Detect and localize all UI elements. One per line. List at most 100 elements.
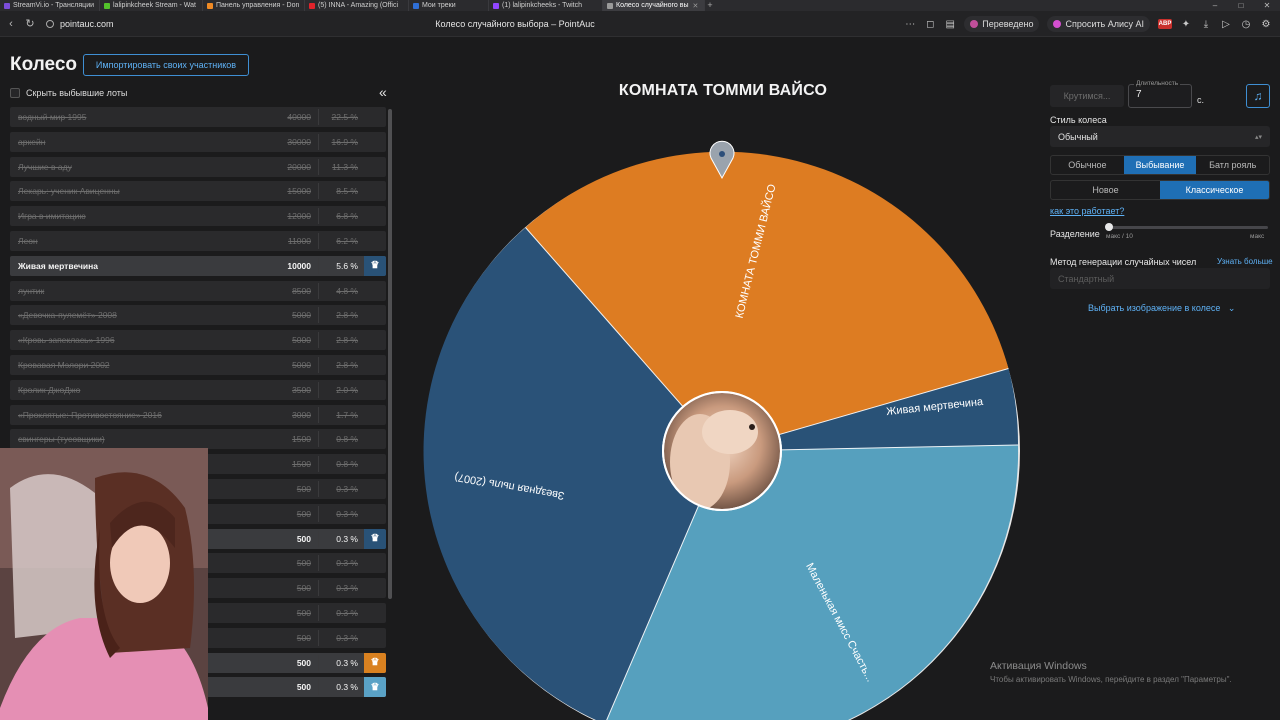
alice-icon: [1053, 20, 1062, 28]
lot-amount: 500: [296, 533, 311, 544]
mode-option[interactable]: Обычное: [1068, 160, 1107, 170]
back-icon[interactable]: ‹: [9, 17, 13, 30]
site-info-icon[interactable]: [46, 19, 54, 28]
lot-row[interactable]: Кровавая Мэлори 2002 5000 2.8 %: [10, 354, 386, 375]
wheel-style-select[interactable]: Обычный ▴▾: [1050, 126, 1270, 147]
music-icon[interactable]: ♫: [1246, 84, 1270, 108]
lot-percent: 0.3 %: [336, 508, 358, 519]
split-slider[interactable]: [1106, 226, 1268, 229]
tab-favicon-icon: [207, 2, 213, 9]
lot-divider: [318, 679, 319, 696]
browser-tab[interactable]: Мои треки: [409, 0, 489, 11]
download-icon[interactable]: ⤓: [1203, 18, 1209, 30]
mode-option[interactable]: Выбывание: [1123, 156, 1197, 174]
hide-eliminated-label: Скрыть выбывшие лоты: [26, 88, 128, 98]
lot-amount: 500: [296, 508, 311, 519]
lot-name: Кровавая Мэлори 2002: [18, 359, 110, 370]
media-icon[interactable]: ▷: [1222, 18, 1230, 30]
lot-row[interactable]: Игра в имитацию 12000 6.8 %: [10, 206, 386, 227]
lot-percent: 2.8 %: [336, 359, 358, 370]
translated-badge[interactable]: Переведено: [964, 16, 1040, 32]
wheel[interactable]: КОМНАТА ТОММИ ВАЙСО Живая мертвечина Мал…: [400, 102, 1040, 720]
browser-tab[interactable]: Панель управления - Don: [203, 0, 305, 11]
lot-row[interactable]: Кролик ДжоДжо 3500 2.0 %: [10, 379, 386, 400]
collapse-panel-icon[interactable]: «: [379, 84, 387, 100]
lot-amount: 1500: [292, 459, 311, 470]
close-window-icon[interactable]: ✕: [1263, 1, 1271, 10]
lot-percent: 4.8 %: [336, 285, 358, 296]
history-icon[interactable]: ◷: [1241, 18, 1251, 30]
browser-tab[interactable]: Колесо случайного вы ✕: [603, 0, 705, 11]
settings-icon[interactable]: ⚙: [1261, 18, 1271, 30]
lot-row[interactable]: аркейн 30000 16.9 %: [10, 131, 386, 152]
wheel-style-value: Обычный: [1058, 131, 1098, 142]
lot-percent: 0.3 %: [336, 657, 358, 668]
lot-divider: [318, 505, 319, 522]
browser-tab[interactable]: lalipinkcheek Stream - Wat: [100, 0, 203, 11]
lot-row[interactable]: «Девочка-пулемёт» 2008 5000 2.8 %: [10, 305, 386, 326]
lot-amount: 5000: [292, 335, 311, 346]
hide-eliminated-toggle[interactable]: Скрыть выбывшие лоты: [10, 88, 127, 98]
winner-crown-icon[interactable]: ♛: [364, 652, 386, 673]
split-slider-handle[interactable]: [1105, 223, 1113, 231]
translated-label: Переведено: [982, 19, 1034, 29]
lot-divider: [318, 381, 319, 398]
lot-row[interactable]: Живая мертвечина 10000 5.6 % ♛: [10, 255, 386, 276]
url-text: pointauc.com: [60, 18, 114, 29]
lot-percent: 2.0 %: [336, 384, 358, 395]
mode-option[interactable]: Батл рояль: [1209, 160, 1257, 170]
ask-alice-button[interactable]: Спросить Алису AI: [1047, 16, 1150, 32]
winner-crown-icon[interactable]: ♛: [364, 677, 386, 698]
lot-row[interactable]: лунтик 8500 4.8 %: [10, 280, 386, 301]
rng-learn-more-link[interactable]: Узнать больше: [1217, 257, 1273, 266]
extensions-icon[interactable]: ✦: [1181, 18, 1191, 30]
browser-tab[interactable]: (1) lalipinkcheeks - Twitch: [489, 0, 603, 11]
lot-amount: 11000: [287, 235, 311, 246]
lot-divider: [318, 406, 319, 423]
lot-row[interactable]: Лучшие в аду 20000 11.3 %: [10, 156, 386, 177]
lot-row[interactable]: «Кровь запеклась» 1996 5000 2.8 %: [10, 330, 386, 351]
browser-tab[interactable]: (5) INNA - Amazing (Offici: [305, 0, 409, 11]
wheel-segment-tommy: [525, 151, 1009, 452]
lot-row[interactable]: свингеры (тусовщики) 1500 0.8 %: [10, 429, 386, 450]
hide-eliminated-checkbox[interactable]: [10, 88, 20, 98]
tab-label: (5) INNA - Amazing (Offici: [318, 2, 399, 9]
browser-tab-strip: StreamVi.io - Трансляции lalipinkcheek St…: [0, 0, 1280, 11]
variant-option[interactable]: Классическое: [1160, 181, 1269, 199]
adblock-icon[interactable]: ABP: [1158, 19, 1172, 29]
lot-row[interactable]: Леон 11000 6.2 %: [10, 230, 386, 251]
maximize-icon[interactable]: □: [1238, 1, 1244, 10]
reader-icon[interactable]: ▤: [945, 18, 955, 30]
lot-percent: 8.5 %: [336, 186, 358, 197]
browser-tab[interactable]: StreamVi.io - Трансляции: [0, 0, 100, 11]
winner-crown-icon[interactable]: ♛: [364, 528, 386, 549]
url-field[interactable]: pointauc.com: [46, 19, 114, 29]
lot-divider: [318, 629, 319, 646]
import-participants-button[interactable]: Импортировать своих участников: [83, 54, 249, 76]
minimize-icon[interactable]: –: [1212, 1, 1218, 10]
lot-amount: 20000: [287, 161, 311, 172]
lots-scrollbar[interactable]: [388, 109, 392, 599]
how-it-works-link[interactable]: как это работает?: [1050, 206, 1125, 216]
lot-amount: 500: [296, 682, 311, 693]
lot-row[interactable]: «Проклятые: Противостояние» 2016 3000 1.7 …: [10, 404, 386, 425]
reload-icon[interactable]: ↻: [25, 18, 35, 30]
spin-button[interactable]: Крутимся...: [1050, 85, 1124, 107]
lot-divider: [318, 530, 319, 547]
tab-close-icon[interactable]: ✕: [692, 2, 699, 10]
bookmark-icon[interactable]: ◻: [926, 18, 935, 30]
new-tab-icon[interactable]: +: [707, 0, 713, 10]
lot-row[interactable]: Лекарь: ученик Авиценны 15000 8.5 %: [10, 181, 386, 202]
winner-crown-icon[interactable]: ♛: [364, 255, 386, 276]
tab-label: lalipinkcheek Stream - Wat: [113, 2, 196, 9]
lot-divider: [318, 555, 319, 572]
variant-option[interactable]: Новое: [1092, 185, 1119, 195]
rng-select[interactable]: Стандартный: [1050, 268, 1270, 289]
lot-percent: 2.8 %: [336, 335, 358, 346]
more-icon[interactable]: ⋯: [905, 18, 916, 30]
lot-percent: 1.7 %: [336, 409, 358, 420]
lot-amount: 40000: [287, 112, 311, 122]
choose-wheel-image-button[interactable]: Выбрать изображение в колесе ⌄: [1088, 303, 1235, 314]
lot-row[interactable]: водный мир 1995 40000 22.5 %: [10, 107, 386, 127]
chevron-down-icon: ⌄: [1222, 303, 1236, 313]
